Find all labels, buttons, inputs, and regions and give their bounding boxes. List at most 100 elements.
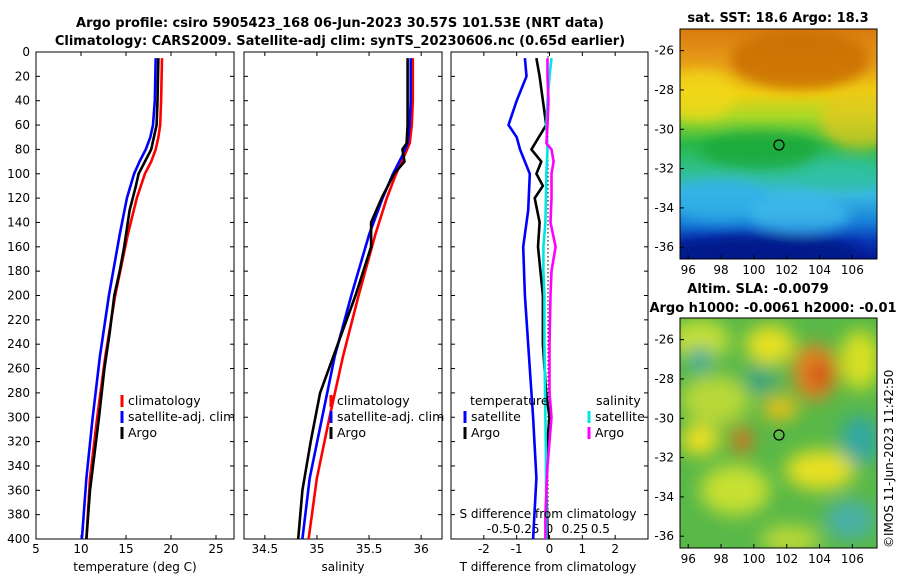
depth-tick-label: 80 — [15, 142, 30, 156]
map-y-tick-label: -28 — [654, 372, 674, 386]
depth-tick-label: 380 — [7, 508, 30, 522]
x-tick-label: 2 — [611, 542, 619, 556]
depth-tick-label: 100 — [7, 167, 30, 181]
depth-tick-label: 360 — [7, 483, 30, 497]
temperature-axes — [35, 51, 235, 540]
sla-map-title: Altim. SLA: -0.0079 — [687, 282, 828, 297]
x-tick-label: 25 — [208, 542, 223, 556]
x-tick-label: 1 — [579, 542, 587, 556]
legend-label-climatology: climatology — [337, 393, 410, 408]
depth-tick-label: 200 — [7, 289, 30, 303]
legend-label-climatology: climatology — [128, 393, 201, 408]
depth-axis: 0 20 40 60 80 100 120 140 160 180 200 220 240 260 280 3… — [7, 45, 648, 546]
legend-label-s-argo: Argo — [595, 425, 624, 440]
argo-location-marker — [773, 139, 785, 151]
map-y-tick-label: -28 — [654, 83, 674, 97]
t-difference-x-ticks: -2 -1 0 1 2 — [478, 52, 619, 556]
sst-map-ticks: 96 98 100 102 104 106 -26 -28 -30 -32 -34 -36 — [654, 44, 863, 277]
title-line-1: Argo profile: csiro 5905423_168 06-Jun-2… — [76, 16, 604, 31]
depth-tick-label: 260 — [7, 362, 30, 376]
series-line-temperature-satellite — [507, 57, 538, 540]
s-diff-tick-label: 0 — [546, 522, 554, 536]
sst-map-frame — [679, 28, 878, 260]
map-x-tick-label: 102 — [775, 263, 798, 277]
x-tick-label: 34.5 — [251, 542, 278, 556]
x-tick-label: 5 — [32, 542, 40, 556]
depth-tick-label: 120 — [7, 191, 30, 205]
temperature-x-ticks: 5 10 15 20 25 — [32, 52, 224, 556]
legend-title-salinity: salinity — [596, 393, 641, 408]
series-line-argo — [296, 58, 409, 540]
series-line-climatology — [307, 58, 415, 540]
argo-location-marker — [773, 429, 785, 441]
map-x-tick-label: 104 — [808, 552, 831, 566]
map-x-tick-label: 98 — [713, 263, 728, 277]
map-x-tick-label: 102 — [775, 552, 798, 566]
sla-map-subtitle: Argo h1000: -0.0061 h2000: -0.01 — [649, 301, 896, 316]
t-difference-xlabel: T difference from climatology — [459, 560, 637, 574]
depth-tick-label: 60 — [15, 118, 30, 132]
legend-label-satellite: satellite-adj. clim — [128, 409, 235, 424]
map-x-tick-label: 100 — [742, 263, 765, 277]
legend-title-temperature: temperature — [470, 393, 549, 408]
s-diff-tick-label: -0.25 — [509, 522, 540, 536]
legend-label-t-satellite: satellite — [471, 409, 521, 424]
legend-label-satellite: satellite-adj. clim — [337, 409, 444, 424]
depth-tick-label: 280 — [7, 386, 30, 400]
salinity-xlabel: salinity — [321, 560, 364, 574]
depth-tick-label: 20 — [15, 69, 30, 83]
map-x-tick-label: 96 — [681, 263, 696, 277]
legend-label-t-argo: Argo — [471, 425, 500, 440]
x-tick-label: 15 — [118, 542, 133, 556]
sst-heatmap — [680, 29, 877, 259]
x-tick-label: 20 — [163, 542, 178, 556]
sla-heatmap — [680, 318, 877, 548]
map-y-tick-label: -34 — [654, 490, 674, 504]
x-tick-label: 36 — [414, 542, 429, 556]
series-line-argo — [85, 58, 160, 540]
temperature-xlabel: temperature (deg C) — [73, 560, 196, 574]
map-x-tick-label: 100 — [742, 552, 765, 566]
map-y-tick-label: -30 — [654, 411, 674, 425]
map-x-tick-label: 96 — [681, 552, 696, 566]
series-line-climatology — [85, 58, 164, 540]
depth-tick-label: 40 — [15, 94, 30, 108]
map-y-tick-label: -34 — [654, 201, 674, 215]
title-line-2: Climatology: CARS2009. Satellite-adj cli… — [55, 34, 625, 49]
difference-legend: temperature satellite Argo salinity sate… — [463, 393, 645, 440]
depth-tick-label: 300 — [7, 410, 30, 424]
depth-tick-label: 160 — [7, 240, 30, 254]
series-line-satellite-adj-clim — [80, 58, 157, 540]
x-tick-label: 35.5 — [356, 542, 383, 556]
depth-tick-label: 400 — [7, 532, 30, 546]
legend-label-argo: Argo — [337, 425, 366, 440]
legend-label-s-satellite: satellite — [595, 409, 645, 424]
s-diff-tick-label: -0.5 — [487, 522, 510, 536]
salinity-legend: climatology satellite-adj. clim Argo — [329, 393, 444, 440]
series-line-salinity-argo — [544, 58, 557, 539]
map-y-tick-label: -30 — [654, 122, 674, 136]
depth-tick-label: 340 — [7, 459, 30, 473]
map-y-tick-label: -36 — [654, 240, 674, 254]
depth-tick-label: 240 — [7, 337, 30, 351]
map-x-tick-label: 106 — [841, 552, 864, 566]
x-tick-label: -1 — [511, 542, 523, 556]
temperature-series — [80, 58, 164, 540]
s-diff-tick-label: 0.25 — [562, 522, 589, 536]
sla-map-frame — [679, 317, 878, 549]
salinity-series — [296, 58, 415, 540]
s-difference-x-ticks: -0.5-0.25 0 0.25 0.5 — [487, 522, 610, 536]
salinity-x-ticks: 34.5 35 35.5 36 — [251, 52, 429, 556]
map-y-tick-label: -26 — [654, 44, 674, 58]
depth-tick-label: 220 — [7, 313, 30, 327]
difference-series — [507, 57, 557, 540]
map-y-tick-label: -32 — [654, 162, 674, 176]
depth-tick-label: 320 — [7, 435, 30, 449]
x-tick-label: 10 — [73, 542, 88, 556]
map-y-tick-label: -26 — [654, 333, 674, 347]
x-tick-label: -2 — [478, 542, 490, 556]
sla-map-ticks: 96 98 100 102 104 106 -26 -28 -30 -32 -34 -36 — [654, 333, 863, 566]
timestamp: ©IMOS 11-Jun-2023 11:42:50 — [882, 370, 896, 548]
map-x-tick-label: 104 — [808, 263, 831, 277]
